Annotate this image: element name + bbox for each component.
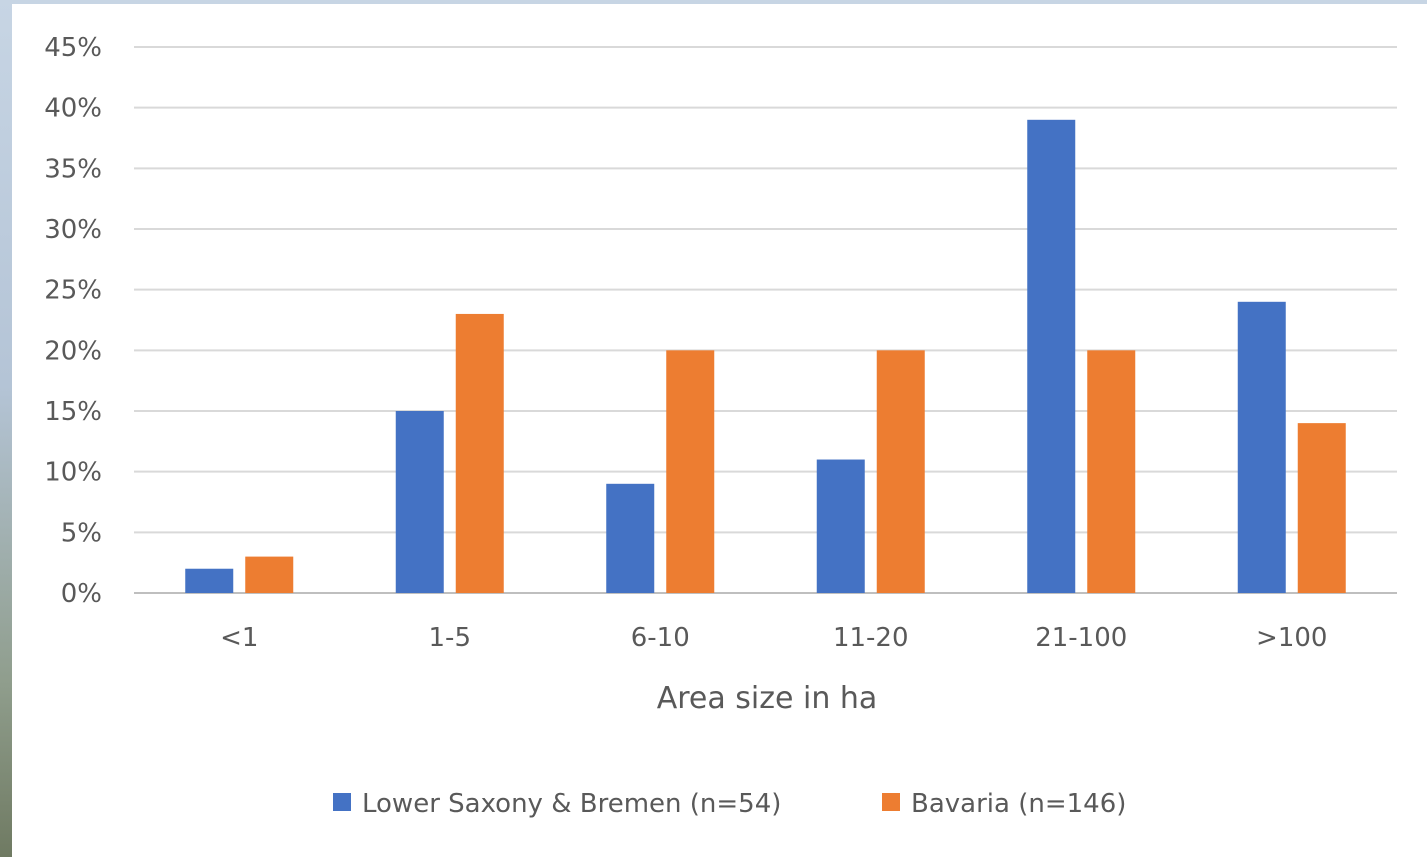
bar-series1 — [816, 459, 865, 593]
y-tick-label: 5% — [61, 518, 102, 548]
legend-label: Bavaria (n=146) — [911, 789, 1126, 819]
x-axis-title: Area size in ha — [657, 681, 878, 716]
bar-series1 — [1237, 301, 1286, 593]
legend-swatch — [333, 793, 351, 811]
x-tick-label: >100 — [1256, 623, 1327, 653]
y-axis-ticks: 0% 5% 10% 15% 20% 25% 30% 35% 40% 45% — [44, 33, 102, 609]
x-tick-label: 6-10 — [631, 623, 690, 653]
y-tick-label: 0% — [61, 579, 102, 609]
y-tick-label: 20% — [44, 336, 102, 366]
bar-series2 — [666, 350, 715, 593]
legend-label: Lower Saxony & Bremen (n=54) — [362, 789, 781, 819]
x-tick-label: 21-100 — [1035, 623, 1127, 653]
bars — [185, 119, 1346, 594]
bar-series1 — [606, 483, 655, 593]
legend-swatch — [882, 793, 900, 811]
bar-series2 — [1297, 423, 1346, 593]
y-tick-label: 10% — [44, 458, 102, 488]
bar-series1 — [185, 568, 234, 593]
y-tick-label: 40% — [44, 94, 102, 124]
y-tick-label: 15% — [44, 397, 102, 427]
y-tick-label: 35% — [44, 154, 102, 184]
y-tick-label: 30% — [44, 215, 102, 245]
bar-series2 — [245, 556, 294, 593]
x-tick-label: <1 — [220, 623, 258, 653]
bar-series2 — [455, 313, 504, 593]
bar-series1 — [395, 411, 444, 593]
x-tick-label: 11-20 — [833, 623, 909, 653]
gridlines — [134, 46, 1397, 594]
bar-series2 — [876, 350, 925, 593]
x-tick-label: 1-5 — [429, 623, 471, 653]
x-axis-ticks: <1 1-5 6-10 11-20 21-100 >100 — [220, 623, 1327, 653]
y-tick-label: 45% — [44, 33, 102, 63]
chart-card — [12, 4, 1427, 857]
bar-series2 — [1087, 350, 1136, 593]
y-tick-label: 25% — [44, 276, 102, 306]
legend: Lower Saxony & Bremen (n=54) Bavaria (n=1… — [333, 789, 1126, 819]
bar-series1 — [1027, 119, 1076, 594]
